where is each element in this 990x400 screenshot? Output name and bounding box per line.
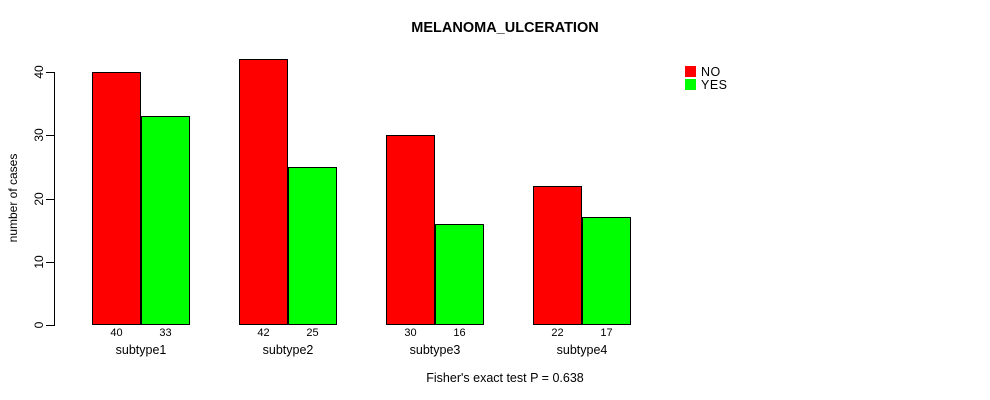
y-tick-label-10: 10 xyxy=(32,255,46,269)
bar-value-no-subtype4: 22 xyxy=(551,327,564,339)
legend-item-yes: YES xyxy=(685,77,728,92)
bar-yes-subtype3 xyxy=(435,223,484,325)
category-label-subtype3: subtype3 xyxy=(409,343,461,357)
category-label-subtype4: subtype4 xyxy=(556,343,608,357)
bar-value-yes-subtype4: 17 xyxy=(600,327,613,339)
bar-value-yes-subtype3: 16 xyxy=(453,327,466,339)
bar-value-yes-subtype1: 33 xyxy=(159,327,172,339)
y-tick-label-0: 0 xyxy=(32,321,46,329)
y-tick-30 xyxy=(46,135,54,137)
legend-item-no: NO xyxy=(685,64,728,79)
y-tick-20 xyxy=(46,198,54,200)
bar-no-subtype3 xyxy=(386,135,435,325)
bar-no-subtype1 xyxy=(92,72,141,325)
legend: NO YES xyxy=(685,64,728,92)
bar-yes-subtype2 xyxy=(288,166,337,325)
legend-label-no: NO xyxy=(701,64,721,79)
y-tick-label-40: 40 xyxy=(32,65,46,79)
legend-swatch-yes xyxy=(685,79,696,90)
y-tick-label-30: 30 xyxy=(32,128,46,142)
bar-value-no-subtype2: 42 xyxy=(257,327,270,339)
fisher-test-annotation: Fisher's exact test P = 0.638 xyxy=(426,371,584,385)
y-axis-label: number of cases xyxy=(6,153,20,243)
y-tick-10 xyxy=(46,261,54,263)
y-tick-label-20: 20 xyxy=(32,191,46,206)
category-label-subtype2: subtype2 xyxy=(262,343,314,357)
y-tick-40 xyxy=(46,72,54,73)
bar-no-subtype4 xyxy=(533,185,582,325)
y-axis-line xyxy=(54,72,55,326)
category-label-subtype1: subtype1 xyxy=(115,343,167,357)
legend-label-yes: YES xyxy=(701,77,728,92)
bar-value-yes-subtype2: 25 xyxy=(306,327,319,339)
bar-value-no-subtype1: 40 xyxy=(110,327,123,339)
y-tick-0 xyxy=(46,325,54,326)
bar-yes-subtype4 xyxy=(582,217,631,325)
bar-no-subtype2 xyxy=(239,59,288,325)
chart-title: MELANOMA_ULCERATION xyxy=(411,20,599,36)
bar-yes-subtype1 xyxy=(141,116,190,325)
bar-value-no-subtype3: 30 xyxy=(404,327,417,339)
legend-swatch-no xyxy=(685,66,696,77)
